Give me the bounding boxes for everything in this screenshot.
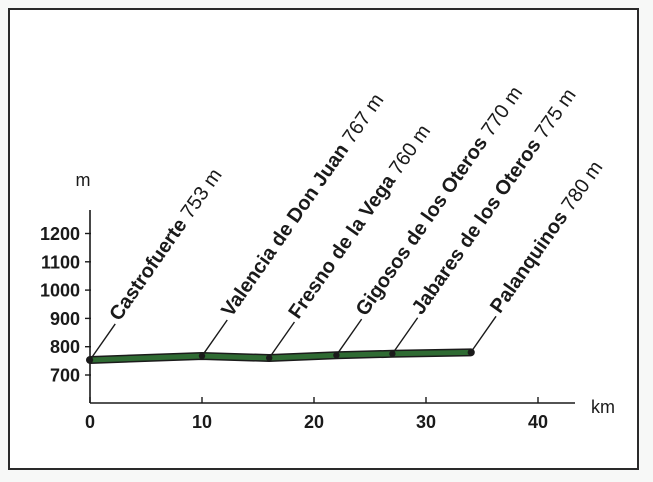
place-label: Castrofuerte 753 m bbox=[105, 165, 226, 325]
y-tick-label: 900 bbox=[50, 309, 80, 329]
leader-line bbox=[470, 315, 497, 353]
chart-frame bbox=[8, 8, 639, 470]
axes-group bbox=[85, 210, 575, 404]
x-tick-label: 30 bbox=[416, 412, 436, 432]
profile-line-group bbox=[86, 348, 475, 364]
place-name: Palanquinos bbox=[486, 203, 575, 318]
place-name: Valencia de Don Juan bbox=[217, 135, 356, 321]
x-tick-label: 10 bbox=[192, 412, 212, 432]
place-elevation: 770 m bbox=[477, 83, 527, 141]
leader-line bbox=[268, 321, 296, 359]
y-tick-label: 1100 bbox=[41, 252, 80, 272]
profile-line bbox=[87, 349, 474, 363]
place-elevation: 775 m bbox=[531, 85, 581, 143]
y-tick-label: 800 bbox=[50, 337, 80, 357]
x-tick-label: 0 bbox=[85, 412, 95, 432]
y-tick-label: 700 bbox=[50, 366, 80, 386]
x-tick-label: 20 bbox=[304, 412, 324, 432]
place-name: Castrofuerte bbox=[105, 210, 194, 325]
place-elevation: 753 m bbox=[177, 165, 227, 223]
leader-line bbox=[391, 317, 419, 355]
leader-line bbox=[89, 323, 116, 361]
place-elevation: 767 m bbox=[338, 90, 388, 148]
x-tick-label: 40 bbox=[528, 412, 548, 432]
tick-labels-group: 700 800 900 1000 1100 1200 0 10 20 30 40 bbox=[40, 224, 548, 432]
leader-line bbox=[335, 318, 363, 356]
y-tick-label: 1000 bbox=[40, 281, 80, 301]
y-tick-label: 1200 bbox=[40, 224, 80, 244]
leader-line bbox=[201, 319, 228, 357]
x-axis-unit-label: km bbox=[591, 397, 615, 417]
y-axis-unit-label: m bbox=[76, 170, 91, 190]
place-elevation: 780 m bbox=[558, 157, 608, 215]
place-elevation: 760 m bbox=[385, 121, 435, 179]
